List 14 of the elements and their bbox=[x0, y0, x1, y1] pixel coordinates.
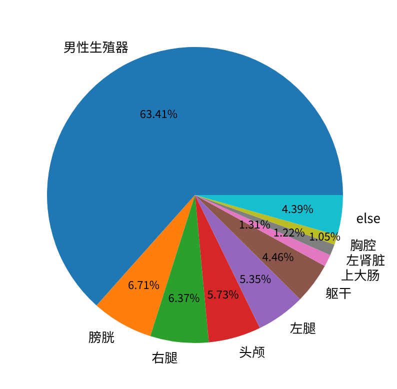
slice-label: 膀胱 bbox=[88, 326, 114, 346]
slice-label: 右腿 bbox=[152, 347, 178, 366]
slice-label: 头颅 bbox=[238, 342, 266, 362]
slice-label: 男性生殖器 bbox=[63, 36, 128, 56]
data-label: 4.39% bbox=[282, 201, 314, 218]
data-label: 5.35% bbox=[240, 271, 272, 288]
slice-label: 躯干 bbox=[325, 282, 352, 302]
data-label: 63.41% bbox=[140, 106, 178, 122]
data-label: 5.73% bbox=[207, 286, 239, 303]
slice-label: else bbox=[356, 208, 380, 227]
slice-label: 左腿 bbox=[290, 318, 316, 337]
data-label: 6.37% bbox=[168, 290, 200, 306]
data-label: 6.71% bbox=[128, 277, 160, 294]
data-label: 4.46% bbox=[262, 248, 294, 265]
